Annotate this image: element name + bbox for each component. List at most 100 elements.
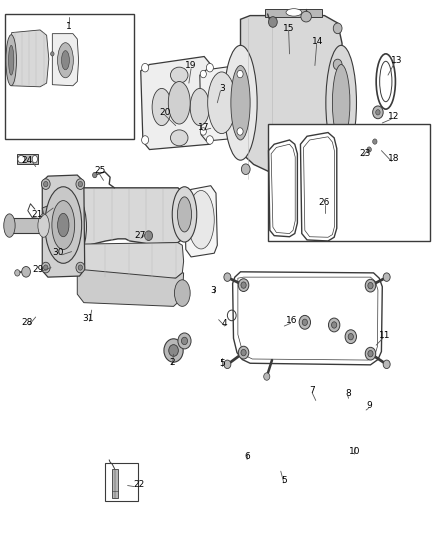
Text: 27: 27 (134, 231, 145, 240)
Ellipse shape (382, 360, 389, 368)
Ellipse shape (168, 82, 190, 124)
Ellipse shape (6, 35, 16, 86)
Ellipse shape (76, 179, 85, 189)
Text: 4: 4 (221, 319, 226, 328)
Ellipse shape (237, 128, 243, 135)
Ellipse shape (58, 212, 72, 241)
Text: 25: 25 (95, 166, 106, 175)
Ellipse shape (240, 350, 246, 356)
Ellipse shape (301, 319, 307, 326)
Ellipse shape (152, 88, 171, 126)
Ellipse shape (364, 279, 375, 292)
Ellipse shape (268, 17, 277, 27)
Ellipse shape (237, 70, 243, 78)
Ellipse shape (238, 279, 248, 292)
Ellipse shape (366, 147, 371, 152)
Ellipse shape (206, 63, 213, 72)
Text: 28: 28 (21, 318, 32, 327)
Text: 16: 16 (285, 316, 297, 325)
Ellipse shape (369, 135, 379, 148)
Ellipse shape (163, 339, 183, 362)
Polygon shape (184, 185, 217, 257)
Ellipse shape (241, 164, 250, 174)
Ellipse shape (4, 214, 15, 237)
Ellipse shape (200, 128, 206, 135)
Ellipse shape (240, 282, 246, 288)
Ellipse shape (141, 136, 148, 144)
Ellipse shape (326, 166, 335, 177)
Ellipse shape (372, 106, 382, 119)
Text: 31: 31 (82, 314, 94, 323)
Ellipse shape (286, 9, 301, 16)
Text: 14: 14 (311, 37, 323, 46)
Ellipse shape (332, 59, 341, 70)
Polygon shape (12, 30, 49, 87)
Ellipse shape (174, 280, 190, 306)
Text: 2: 2 (169, 358, 175, 367)
Ellipse shape (172, 187, 196, 242)
Ellipse shape (347, 334, 353, 340)
Text: 1: 1 (66, 22, 71, 31)
Ellipse shape (168, 345, 178, 357)
Ellipse shape (76, 262, 85, 273)
Ellipse shape (367, 282, 372, 289)
Ellipse shape (181, 337, 187, 345)
Ellipse shape (230, 66, 250, 140)
Ellipse shape (328, 318, 339, 332)
Ellipse shape (207, 72, 235, 134)
Ellipse shape (44, 187, 86, 266)
Ellipse shape (45, 187, 81, 263)
Ellipse shape (21, 266, 30, 277)
Ellipse shape (375, 110, 379, 115)
Ellipse shape (170, 67, 187, 83)
Bar (5, 14, 134, 139)
Ellipse shape (206, 136, 213, 144)
Ellipse shape (78, 265, 82, 270)
Ellipse shape (367, 351, 372, 357)
Ellipse shape (18, 156, 25, 163)
Bar (10, 218, 43, 233)
Polygon shape (42, 204, 63, 219)
Ellipse shape (190, 88, 209, 126)
Ellipse shape (61, 51, 69, 70)
Ellipse shape (14, 270, 20, 276)
Text: 10: 10 (348, 447, 359, 456)
Text: 3: 3 (209, 286, 215, 295)
Ellipse shape (43, 265, 48, 270)
Ellipse shape (57, 213, 69, 237)
Ellipse shape (38, 214, 49, 237)
Polygon shape (42, 175, 85, 277)
Text: 23: 23 (358, 149, 370, 158)
Text: 22: 22 (133, 480, 144, 489)
Text: 21: 21 (31, 210, 42, 219)
Text: 19: 19 (185, 61, 196, 70)
Text: 30: 30 (52, 248, 63, 257)
Ellipse shape (332, 64, 349, 141)
Ellipse shape (187, 190, 214, 249)
Polygon shape (141, 56, 214, 150)
Text: 5: 5 (280, 476, 286, 484)
Ellipse shape (92, 172, 97, 177)
Text: 20: 20 (159, 108, 170, 117)
Ellipse shape (41, 262, 50, 273)
Polygon shape (65, 188, 186, 261)
Ellipse shape (372, 139, 376, 144)
Ellipse shape (331, 322, 336, 328)
Ellipse shape (363, 143, 374, 156)
Polygon shape (77, 269, 183, 306)
Ellipse shape (382, 273, 389, 281)
Text: 17: 17 (198, 123, 209, 132)
Ellipse shape (332, 23, 341, 34)
Text: 8: 8 (345, 389, 351, 398)
Text: 12: 12 (387, 112, 398, 121)
Ellipse shape (145, 231, 152, 240)
Ellipse shape (238, 346, 248, 359)
Text: 26: 26 (318, 198, 329, 207)
Ellipse shape (41, 179, 50, 189)
Ellipse shape (9, 45, 14, 75)
Ellipse shape (223, 360, 230, 368)
Text: 5: 5 (218, 359, 224, 368)
Ellipse shape (300, 11, 311, 22)
Text: 15: 15 (282, 24, 294, 33)
Text: 29: 29 (32, 265, 43, 273)
